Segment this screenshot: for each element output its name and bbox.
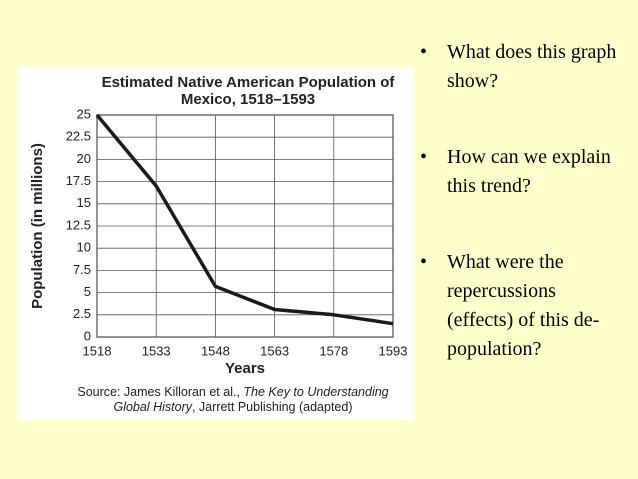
y-tick-label: 5: [84, 284, 91, 299]
bullet: How can we explain this trend?: [420, 143, 620, 201]
x-tick-label: 1578: [319, 343, 348, 358]
y-tick-label: 22.5: [66, 129, 91, 144]
y-tick-label: 10: [77, 240, 91, 255]
y-tick-label: 12.5: [66, 217, 91, 232]
y-tick-label: 7.5: [73, 262, 91, 277]
y-tick-label: 17.5: [66, 173, 91, 188]
x-tick-label: 1563: [260, 343, 289, 358]
chart-title: Estimated Native American Population of …: [101, 74, 395, 108]
x-tick-label: 1593: [379, 343, 408, 358]
x-tick-label: 1548: [201, 343, 230, 358]
x-tick-label: 1533: [142, 343, 171, 358]
data-line: [95, 113, 394, 326]
source-text: , Jarrett Publishing (adapted): [191, 400, 353, 414]
y-tick-label: 25: [77, 106, 91, 121]
y-axis-label: Population (in millions): [29, 143, 46, 309]
bullet: What were the repercussions (effects) of…: [420, 248, 620, 364]
y-tick-label: 2.5: [73, 306, 91, 321]
source-book: The Key to Understanding Global History: [113, 385, 389, 414]
bullet: What does this graph show?: [420, 38, 620, 96]
chart-panel: 0 2.5 5 7.5 10 12.5 15 17.5 20 22.5 25 1518 1533 1548…: [18, 68, 413, 420]
y-tick-label: 20: [77, 151, 91, 166]
chart: 0 2.5 5 7.5 10 12.5 15 17.5 20 22.5 25 1518 1533 1548…: [29, 106, 408, 377]
source-note: Source: James Killoran et al., The Key t…: [58, 385, 408, 415]
y-tick-label: 0: [84, 328, 91, 343]
source-text: Source: James Killoran et al.,: [77, 385, 244, 399]
x-axis-label: Years: [225, 360, 265, 377]
y-tick-label: 15: [77, 195, 91, 210]
x-tick-label: 1518: [83, 343, 112, 358]
bullet-list: What does this graph show? How can we ex…: [420, 38, 620, 411]
